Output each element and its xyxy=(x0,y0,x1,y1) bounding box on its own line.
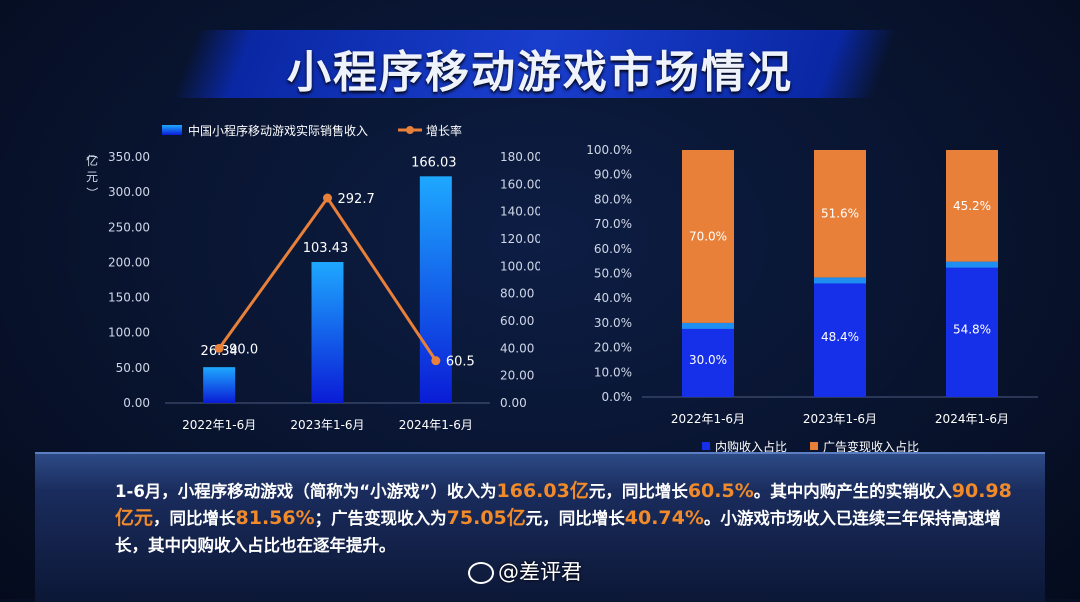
watermark: @差评君 xyxy=(468,556,582,586)
summary-panel xyxy=(35,452,1045,602)
y-tick-label: 100.00 xyxy=(108,326,150,340)
y-tick-label: 0.00 xyxy=(123,396,150,410)
legend-b-label: 广告变现收入占比 xyxy=(823,439,919,454)
legend-line-marker xyxy=(406,126,414,134)
summary-p4: ，同比增长 xyxy=(153,509,236,528)
summary-v1: 166.03亿 xyxy=(496,480,589,502)
y-tick-label: 200.00 xyxy=(108,255,150,269)
growth-point xyxy=(431,356,441,366)
y-tick-label: 250.00 xyxy=(108,220,150,234)
x-tick-label-right: 2023年1-6月 xyxy=(803,412,877,426)
y-tick-label-right: 50.0% xyxy=(594,267,632,281)
y2-tick-label: 160.00 xyxy=(500,177,540,191)
summary-p3: 。其中内购产生的实销收入 xyxy=(753,482,952,501)
y-tick-label: 50.00 xyxy=(116,361,150,375)
x-tick-label-right: 2022年1-6月 xyxy=(671,412,745,426)
axis-unit-1: 亿 xyxy=(86,153,98,168)
y-tick-label-right: 80.0% xyxy=(594,192,632,206)
y-tick-label-right: 70.0% xyxy=(594,217,632,231)
axis-unit-3: ） xyxy=(85,187,99,199)
bar-data-label: 166.03 xyxy=(411,155,457,170)
legend-bar-swatch xyxy=(162,125,182,135)
growth-point xyxy=(323,193,332,203)
axis-unit-0: （ xyxy=(85,147,99,159)
growth-data-label: 60.5 xyxy=(446,355,475,370)
bar-inpurchase-highlight xyxy=(946,261,998,268)
bar-inpurchase-label: 30.0% xyxy=(689,353,727,367)
y-tick-label: 350.00 xyxy=(108,150,150,164)
y-tick-label-right: 0.0% xyxy=(602,390,633,404)
summary-v3: 90.98亿元 xyxy=(115,480,1012,529)
summary-text: 1-6月，小程序移动游戏（简称为“小游戏”）收入为166.03亿元，同比增长60… xyxy=(115,478,1015,559)
bar-inpurchase-highlight xyxy=(814,277,866,284)
growth-point xyxy=(214,343,224,353)
summary-p5: ；广告变现收入为 xyxy=(314,509,447,528)
y-tick-label: 300.00 xyxy=(108,185,150,199)
summary-v4: 81.56% xyxy=(235,507,315,529)
bar-inpurchase xyxy=(946,261,998,397)
x-tick-label: 2024年1-6月 xyxy=(399,418,473,432)
y2-tick-label: 60.00 xyxy=(500,314,534,328)
summary-v2: 60.5% xyxy=(687,480,754,502)
summary-p1: 1-6月，小程序移动游戏（简称为“小游戏”）收入为 xyxy=(115,482,497,501)
y2-tick-label: 140.00 xyxy=(500,205,540,219)
y2-tick-label: 180.00 xyxy=(500,150,540,164)
y-tick-label-right: 20.0% xyxy=(594,341,632,355)
x-tick-label-right: 2024年1-6月 xyxy=(935,412,1009,426)
x-tick-label: 2023年1-6月 xyxy=(290,418,364,432)
bar-inpurchase-label: 48.4% xyxy=(821,330,859,344)
bar-ad-label: 45.2% xyxy=(953,199,991,213)
page-title: 小程序移动游戏市场情况 xyxy=(287,47,793,98)
y2-tick-label: 120.00 xyxy=(500,232,540,246)
revenue-chart: 中国小程序移动游戏实际销售收入 增长率 （ 亿 元 ） 0.00 50.00 100… xyxy=(85,123,540,432)
weibo-icon xyxy=(468,562,494,584)
y-tick-label: 150.00 xyxy=(108,291,150,305)
bar xyxy=(311,262,344,403)
y-tick-label-right: 10.0% xyxy=(594,365,632,379)
growth-data-label: 292.7 xyxy=(338,192,375,207)
share-chart: 0.0% 10.0% 20.0% 30.0% 40.0% 50.0% 60.0% 70.0% 8… xyxy=(586,143,1038,454)
y2-tick-label: 40.00 xyxy=(500,341,534,355)
y2-tick-label: 80.00 xyxy=(500,287,534,301)
x-tick-label: 2022年1-6月 xyxy=(182,418,256,432)
legend-a-swatch xyxy=(702,442,710,450)
watermark-text: @差评君 xyxy=(498,560,582,584)
y2-tick-label: 100.00 xyxy=(500,259,540,273)
bar-ad xyxy=(814,150,866,278)
bar xyxy=(419,176,452,403)
y2-tick-label: 0.00 xyxy=(500,396,527,410)
growth-data-label: 90.0 xyxy=(229,342,258,357)
bar-ad-label: 70.0% xyxy=(689,229,727,243)
bar-inpurchase-label: 54.8% xyxy=(953,322,991,336)
legend-bar-label: 中国小程序移动游戏实际销售收入 xyxy=(188,123,368,138)
bar-inpurchase xyxy=(814,277,866,397)
bar-inpurchase xyxy=(682,322,734,397)
bar-data-label: 103.43 xyxy=(303,241,349,256)
y-tick-label-right: 60.0% xyxy=(594,242,632,256)
summary-v6: 40.74% xyxy=(624,507,704,529)
axis-unit-2: 元 xyxy=(86,170,98,184)
bar-ad xyxy=(682,150,734,323)
summary-p6: 元，同比增长 xyxy=(525,509,625,528)
bar-ad xyxy=(946,150,998,262)
y-tick-label-right: 100.0% xyxy=(586,143,632,157)
bar-ad-label: 51.6% xyxy=(821,207,859,221)
y-tick-label-right: 30.0% xyxy=(594,316,632,330)
bar xyxy=(203,367,236,403)
summary-p7: 。小游戏市场收入已连续三年保持高速增长，其中内购收入占比也在逐年提升。 xyxy=(115,509,1001,555)
y-tick-label-right: 90.0% xyxy=(594,168,632,182)
summary-v5: 75.05亿 xyxy=(446,507,526,529)
legend-b-swatch xyxy=(810,442,818,450)
y-tick-label-right: 40.0% xyxy=(594,291,632,305)
legend-a-label: 内购收入占比 xyxy=(715,439,787,454)
legend-line-label: 增长率 xyxy=(426,123,462,138)
bar-inpurchase-highlight xyxy=(682,322,734,329)
summary-p2: 元，同比增长 xyxy=(588,482,688,501)
y2-tick-label: 20.00 xyxy=(500,369,534,383)
